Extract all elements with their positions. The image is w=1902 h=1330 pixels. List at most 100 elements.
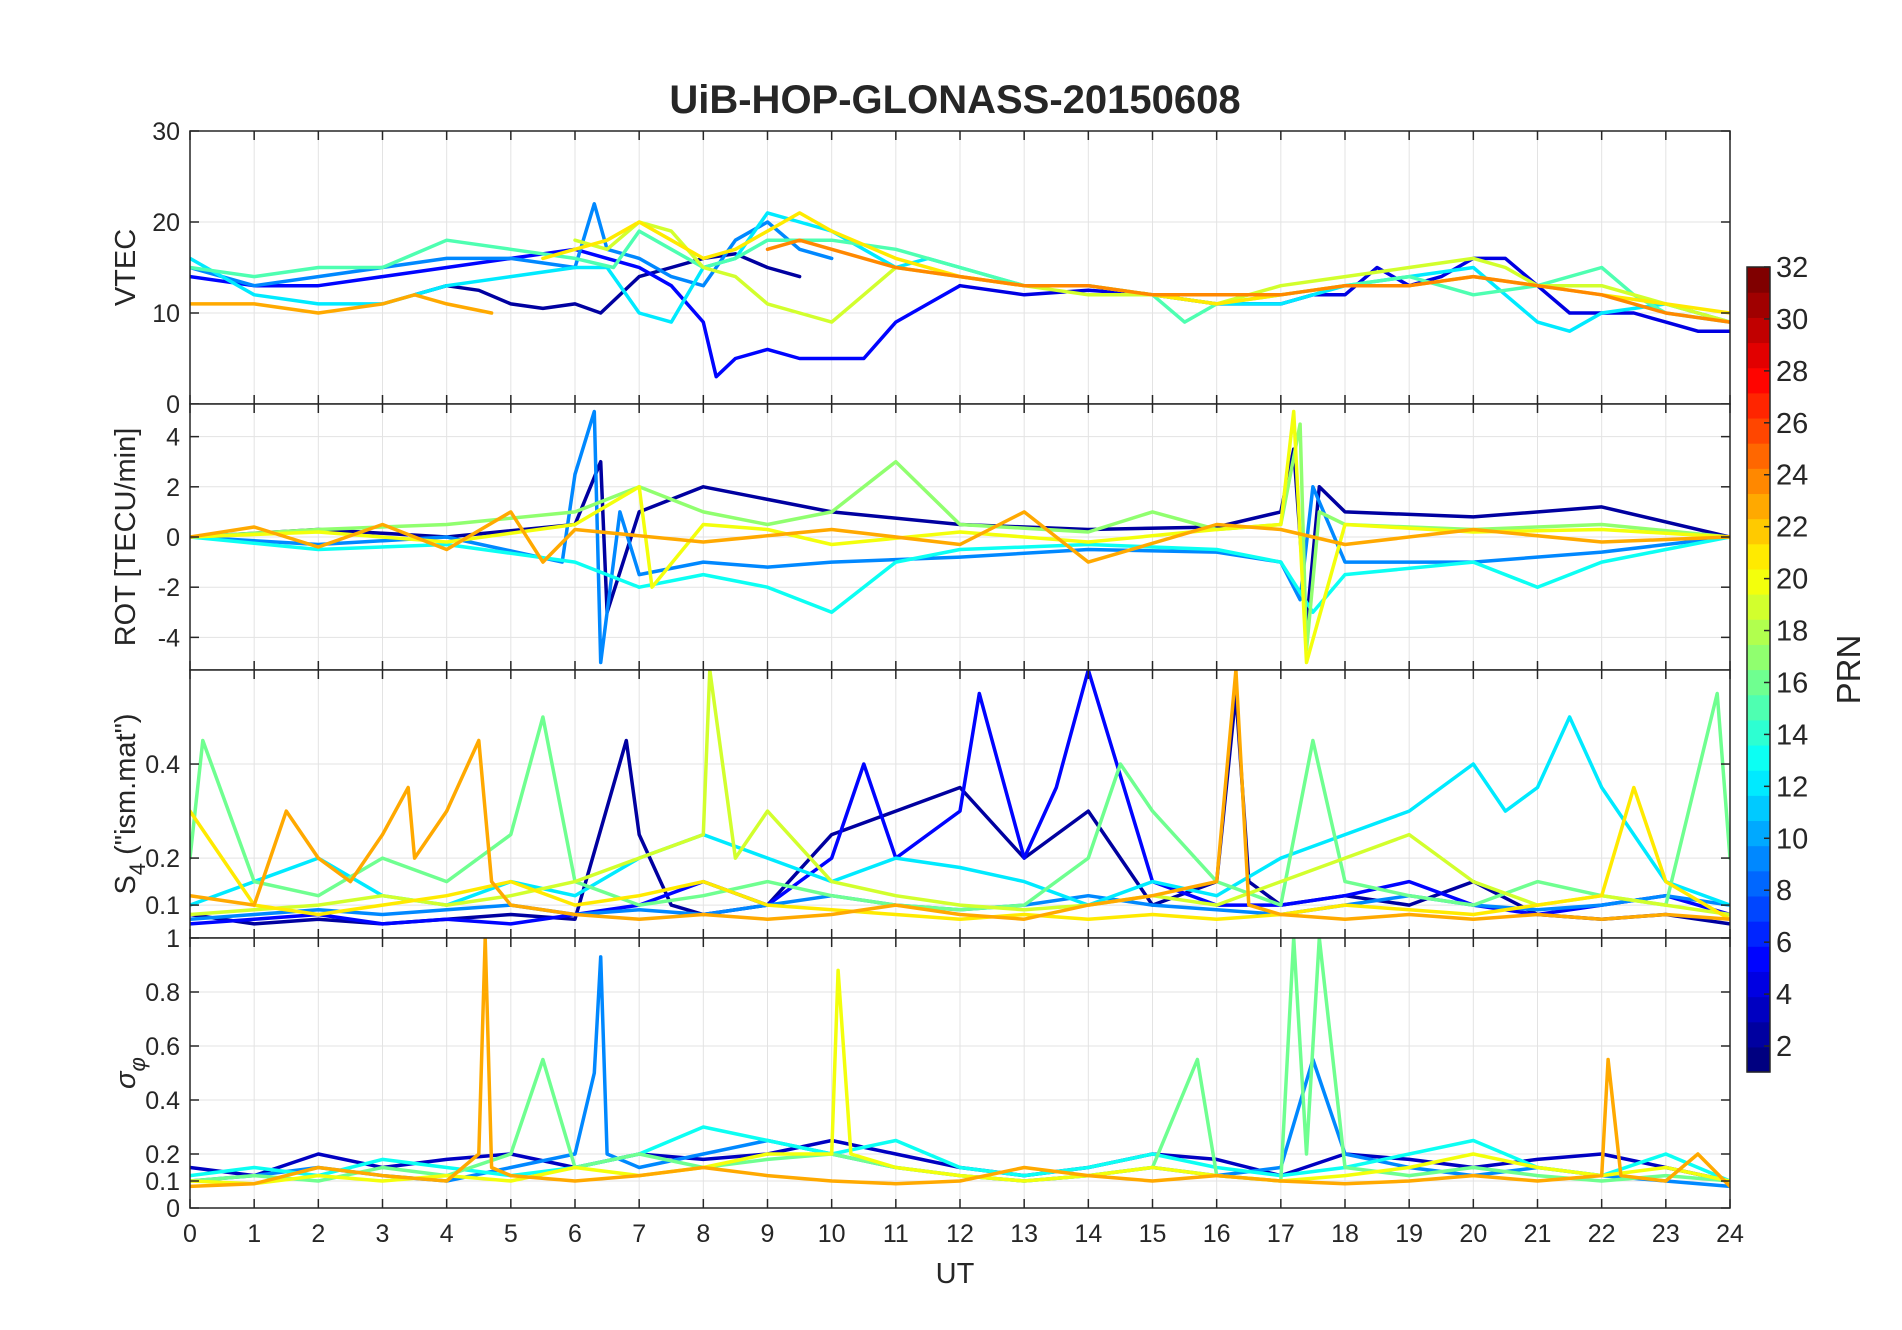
- y-tick-label: 30: [152, 118, 180, 146]
- series-line-prn-20: [190, 968, 1730, 1186]
- x-tick-label: 8: [696, 1220, 710, 1248]
- x-tick-label: 5: [504, 1220, 518, 1248]
- colorbar-segment: [1747, 845, 1770, 872]
- colorbar-tick-label: 28: [1776, 356, 1808, 388]
- y-tick-label: 0.4: [145, 751, 180, 779]
- x-tick-label: 9: [761, 1220, 775, 1248]
- panel-vtec-series: [190, 202, 1730, 379]
- series-line-prn-9: [190, 202, 834, 288]
- x-tick-label: 21: [1524, 1220, 1552, 1248]
- colorbar-tick-label: 8: [1776, 875, 1792, 907]
- x-tick-label: 22: [1588, 1220, 1616, 1248]
- y-tick-label: 4: [166, 424, 180, 452]
- colorbar-segment: [1747, 568, 1770, 595]
- x-tick-label: 15: [1139, 1220, 1167, 1248]
- colorbar-segment: [1747, 921, 1770, 947]
- series-line-prn-5: [190, 670, 1730, 926]
- colorbar-segment: [1747, 292, 1770, 318]
- x-tick-label: 19: [1395, 1220, 1423, 1248]
- chart-title: UiB-HOP-GLONASS-20150608: [669, 78, 1240, 122]
- y-tick-label: 20: [152, 209, 180, 237]
- colorbar-segment: [1747, 543, 1770, 570]
- colorbar-segment: [1747, 493, 1770, 520]
- colorbar-frame: [1746, 266, 1771, 1073]
- colorbar-segment: [1747, 644, 1770, 671]
- y-tick-label: 0.1: [145, 892, 180, 920]
- x-tick-label: 10: [818, 1220, 846, 1248]
- colorbar-label: PRN: [1830, 635, 1867, 705]
- colorbar-tick-label: 4: [1776, 979, 1792, 1011]
- x-tick-label: 23: [1652, 1220, 1680, 1248]
- series-line-prn-24: [765, 238, 1730, 324]
- colorbar-tick-label: 18: [1776, 616, 1808, 648]
- panel-vtec: 0 10 20 30 VTEC: [110, 118, 1731, 419]
- colorbar-segment: [1747, 795, 1770, 822]
- x-tick-label: 18: [1331, 1220, 1359, 1248]
- colorbar-segment: [1747, 619, 1770, 645]
- series-line-prn-13: [190, 1125, 1730, 1183]
- colorbar-segment: [1747, 1021, 1770, 1048]
- panel-s4: 0.1 0.2 0.4S4 ("ism.mat"): [110, 669, 1731, 939]
- x-tick-label: 20: [1459, 1220, 1487, 1248]
- colorbar-segment: [1747, 996, 1770, 1023]
- colorbar-tick-label: 26: [1776, 408, 1808, 440]
- colorbar-tick-label: 12: [1776, 771, 1808, 803]
- colorbar-tick-label: 32: [1776, 252, 1808, 284]
- x-tick-label: 13: [1010, 1220, 1038, 1248]
- y-tick-label: 0.6: [145, 1033, 180, 1061]
- series-line-prn-20: [190, 409, 1730, 665]
- x-tick-label: 0: [183, 1220, 197, 1248]
- series-line-prn-15: [190, 229, 1730, 324]
- colorbar-segment: [1747, 392, 1770, 419]
- colorbar-segment: [1747, 367, 1770, 394]
- colorbar-segment: [1747, 468, 1770, 495]
- series-line-prn-5: [190, 247, 962, 379]
- y-tick-label: 0.1: [145, 1168, 180, 1196]
- colorbar-segment: [1747, 946, 1770, 972]
- y-tick-label: 2: [166, 474, 180, 502]
- colorbar-segment: [1747, 694, 1770, 721]
- x-axis-label: UT: [936, 1258, 975, 1290]
- colorbar-segment: [1747, 971, 1770, 998]
- colorbar-tick-label: 22: [1776, 512, 1808, 544]
- panel-rot: -4 -2 0 2 4 ROT [TECU/min]: [110, 403, 1731, 671]
- series-line-prn-23: [190, 938, 1730, 1189]
- colorbar-segment: [1747, 719, 1770, 746]
- y-tick-label: -2: [158, 574, 180, 602]
- series-line-prn-13: [190, 535, 1730, 615]
- panel-s4-series: [190, 670, 1730, 926]
- y-axis-label-s4: S4 ("ism.mat"): [110, 713, 150, 894]
- y-tick-label: 0: [166, 391, 180, 419]
- y-tick-label: 0.8: [145, 979, 180, 1007]
- series-line-prn-23: [190, 510, 1730, 564]
- colorbar-tick-label: 14: [1776, 719, 1808, 751]
- colorbar-segment: [1747, 267, 1770, 293]
- panel-rot-series: [190, 409, 1730, 665]
- colorbar-segment: [1747, 417, 1770, 444]
- colorbar-tick-label: 30: [1776, 304, 1808, 336]
- series-line-prn-12: [190, 715, 1730, 907]
- y-tick-label: 10: [152, 300, 180, 328]
- y-axis-label-sigma_phi: σφ: [110, 1057, 150, 1089]
- y-tick-label: 0.2: [145, 1141, 180, 1169]
- colorbar-segment: [1747, 594, 1770, 620]
- colorbar-segment: [1747, 518, 1770, 545]
- x-tick-label: 24: [1716, 1220, 1744, 1248]
- colorbar-segment: [1747, 317, 1770, 344]
- x-tick-label: 3: [376, 1220, 390, 1248]
- x-tick-label: 16: [1203, 1220, 1231, 1248]
- y-tick-label: 0.4: [145, 1087, 180, 1115]
- colorbar-tick-label: 24: [1776, 460, 1808, 492]
- series-line-prn-19: [573, 220, 1730, 324]
- series-line-prn-9: [190, 409, 1730, 665]
- colorbar-segment: [1747, 342, 1770, 369]
- colorbar-segment: [1747, 744, 1770, 771]
- series-line-prn-17: [190, 422, 1730, 652]
- y-tick-label: 1: [166, 925, 180, 953]
- x-tick-label: 1: [247, 1220, 261, 1248]
- series-line-prn-2: [412, 252, 802, 315]
- x-tick-label: 2: [311, 1220, 325, 1248]
